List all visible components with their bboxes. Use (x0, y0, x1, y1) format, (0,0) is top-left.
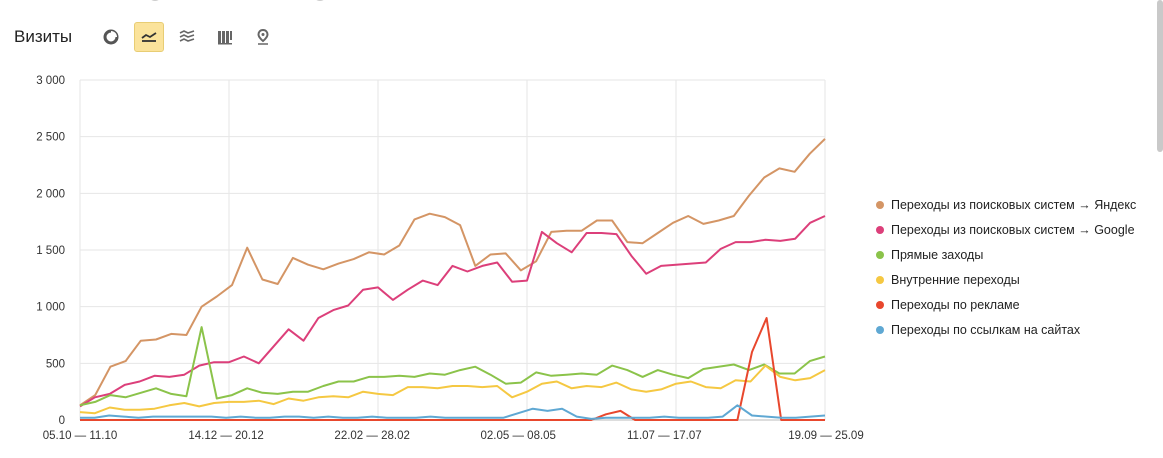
chart-legend: Переходы из поисковых систем → Яндекс Пер… (876, 192, 1136, 342)
legend-label: Прямые заходы (891, 247, 984, 262)
line-chart: 0 500 1 000 1 500 2 000 2 500 3 000 05.10 — 11.… (36, 75, 864, 442)
legend-label: Переходы из поисковых систем → Google (891, 222, 1135, 237)
legend-label: Внутренние переходы (891, 272, 1020, 287)
area-chart-icon (179, 30, 195, 42)
legend-label: Переходы по ссылкам на сайтах (891, 322, 1081, 337)
series-line (80, 317, 825, 421)
page-title: Визиты (14, 27, 73, 46)
legend-item[interactable]: Переходы по ссылкам на сайтах (876, 317, 1136, 342)
legend-item[interactable]: Внутренние переходы (876, 267, 1136, 292)
series-line (79, 138, 826, 407)
legend-color-dot (876, 325, 884, 334)
x-tick-label: 22.02 — 28.02 (334, 430, 409, 442)
x-tick-label: 05.10 — 11.10 (43, 430, 118, 442)
series-line (79, 326, 826, 407)
page-scrollbar[interactable] (1157, 0, 1163, 152)
line-chart-icon (141, 32, 157, 42)
legend-item[interactable]: Прямые заходы (876, 242, 1136, 267)
y-tick-label: 0 (59, 415, 65, 427)
map-pin-icon (257, 29, 269, 45)
line-chart-button[interactable] (134, 22, 164, 52)
pie-chart-button[interactable] (96, 22, 126, 52)
pie-chart-icon (103, 29, 119, 45)
legend-item[interactable]: Переходы из поисковых систем → Яндекс (876, 192, 1136, 217)
bar-chart-icon (218, 31, 232, 45)
y-tick-label: 2 000 (36, 188, 65, 200)
bar-chart-button[interactable] (210, 22, 240, 52)
y-tick-label: 3 000 (36, 75, 65, 87)
map-button[interactable] (248, 22, 278, 52)
x-tick-label: 02.05 — 08.05 (481, 430, 556, 442)
legend-item[interactable]: Переходы по рекламе (876, 292, 1136, 317)
y-tick-label: 1 000 (36, 302, 65, 314)
y-tick-label: 2 500 (36, 132, 65, 144)
x-tick-label: 11.07 — 17.07 (627, 430, 702, 442)
legend-color-dot (876, 275, 884, 284)
x-tick-label: 19.09 — 25.09 (788, 430, 863, 442)
chart-type-toolbar (96, 22, 278, 52)
legend-color-dot (876, 225, 884, 234)
y-tick-label: 500 (46, 358, 65, 370)
area-chart-button[interactable] (172, 22, 202, 52)
series-line (79, 364, 826, 415)
series-line (80, 404, 826, 420)
legend-color-dot (876, 200, 884, 209)
legend-item[interactable]: Переходы из поисковых систем → Google (876, 217, 1136, 242)
legend-label: Переходы по рекламе (891, 297, 1020, 312)
y-tick-label: 1 500 (36, 245, 65, 257)
legend-color-dot (876, 250, 884, 259)
legend-label: Переходы из поисковых систем → Яндекс (891, 197, 1137, 212)
legend-color-dot (876, 300, 884, 309)
series-line (79, 215, 826, 408)
x-tick-label: 14.12 — 20.12 (188, 430, 263, 442)
